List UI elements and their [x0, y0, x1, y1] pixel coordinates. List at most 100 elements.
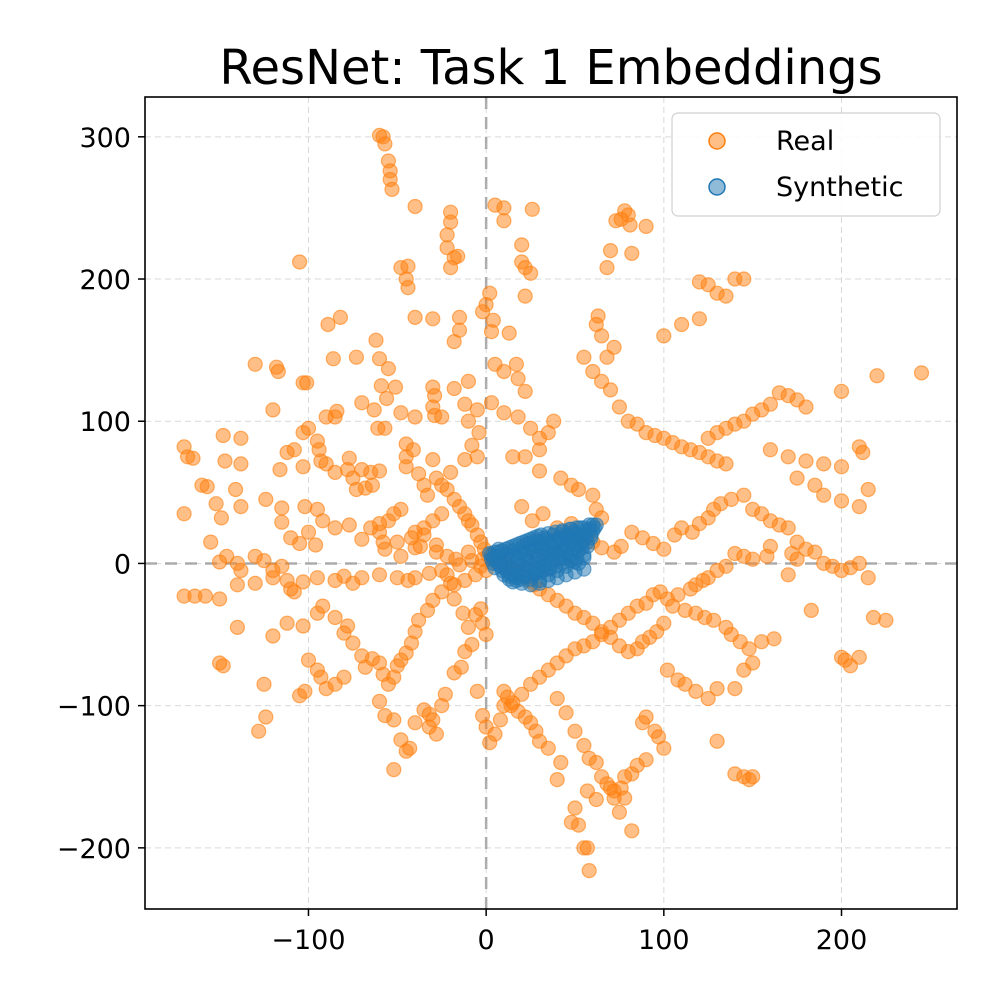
real-point — [638, 218, 654, 234]
real-point — [212, 591, 228, 607]
real-point — [256, 552, 272, 569]
real-point — [400, 258, 416, 274]
real-point — [327, 464, 343, 480]
real-point — [389, 534, 405, 550]
legend: Real Synthetic — [671, 112, 941, 217]
real-point — [665, 598, 681, 614]
real-point — [327, 609, 343, 626]
real-point — [833, 459, 850, 475]
real-point — [203, 534, 219, 550]
real-point — [400, 280, 416, 296]
real-point — [320, 316, 336, 333]
real-point — [336, 625, 352, 641]
real-point — [736, 271, 752, 287]
real-point — [522, 420, 539, 436]
real-point — [446, 380, 462, 397]
real-point — [718, 619, 734, 636]
real-point — [419, 487, 436, 503]
real-point — [549, 771, 565, 788]
real-point — [315, 598, 331, 614]
real-point — [219, 548, 235, 564]
real-point — [377, 420, 393, 436]
x-tick-label: 0 — [478, 925, 495, 956]
real-point — [576, 349, 592, 365]
real-point — [638, 709, 654, 725]
real-point — [208, 496, 224, 512]
real-point — [233, 430, 249, 446]
real-point — [855, 444, 871, 461]
real-point — [780, 449, 796, 465]
real-point — [585, 363, 601, 380]
real-point — [585, 487, 601, 503]
real-point — [762, 442, 779, 458]
y-tick-label: 300 — [79, 123, 131, 154]
real-point — [274, 558, 290, 574]
real-point — [851, 499, 867, 515]
real-point — [233, 456, 249, 472]
real-point — [425, 399, 441, 415]
real-point — [469, 402, 485, 418]
real-point — [368, 332, 384, 348]
real-point — [387, 379, 404, 395]
real-point — [869, 368, 885, 384]
real-point — [446, 591, 462, 607]
real-point — [286, 584, 302, 600]
real-point — [510, 409, 526, 425]
real-point — [860, 570, 876, 586]
y-axis: −200 −100 0 100 200 300 — [57, 123, 145, 865]
real-point — [411, 612, 427, 628]
real-point — [727, 545, 743, 562]
real-point — [807, 544, 823, 560]
real-point — [682, 581, 699, 597]
real-point — [345, 470, 361, 486]
real-point — [798, 453, 814, 469]
real-point — [407, 715, 423, 731]
real-point — [878, 612, 894, 628]
real-point — [443, 214, 459, 230]
real-point — [412, 538, 428, 555]
real-point — [380, 361, 396, 377]
real-point — [576, 737, 592, 754]
real-point — [496, 405, 512, 421]
real-point — [606, 339, 622, 355]
real-point — [371, 693, 388, 710]
real-point — [247, 575, 263, 591]
real-point — [185, 450, 201, 466]
real-point — [535, 506, 551, 522]
real-point — [656, 328, 672, 344]
real-point — [570, 817, 587, 833]
real-point — [677, 676, 693, 692]
real-point — [865, 609, 882, 626]
real-point — [816, 456, 832, 472]
real-point — [700, 690, 716, 707]
real-point — [471, 425, 487, 441]
real-point — [517, 288, 533, 304]
real-point — [816, 487, 832, 503]
real-point — [256, 676, 272, 692]
real-point — [483, 324, 500, 340]
real-point — [425, 452, 441, 468]
real-point — [581, 862, 597, 879]
real-point — [602, 243, 619, 259]
real-point — [457, 452, 473, 468]
real-point — [348, 349, 364, 365]
real-point — [233, 499, 249, 515]
real-point — [766, 631, 782, 647]
real-point — [407, 409, 423, 425]
x-tick-label: −100 — [271, 925, 345, 956]
x-tick-label: 200 — [816, 925, 868, 956]
real-point — [371, 463, 388, 479]
real-point — [363, 520, 379, 536]
real-point — [327, 572, 343, 589]
real-point — [759, 548, 775, 564]
real-point — [299, 375, 315, 391]
real-point — [579, 783, 596, 799]
legend-synthetic-marker — [708, 178, 726, 196]
real-point — [371, 351, 388, 367]
real-point — [913, 365, 930, 381]
real-point — [469, 449, 485, 465]
real-point — [789, 470, 805, 486]
legend-real-label: Real — [776, 126, 834, 157]
real-point — [295, 459, 311, 475]
real-point — [736, 487, 752, 503]
